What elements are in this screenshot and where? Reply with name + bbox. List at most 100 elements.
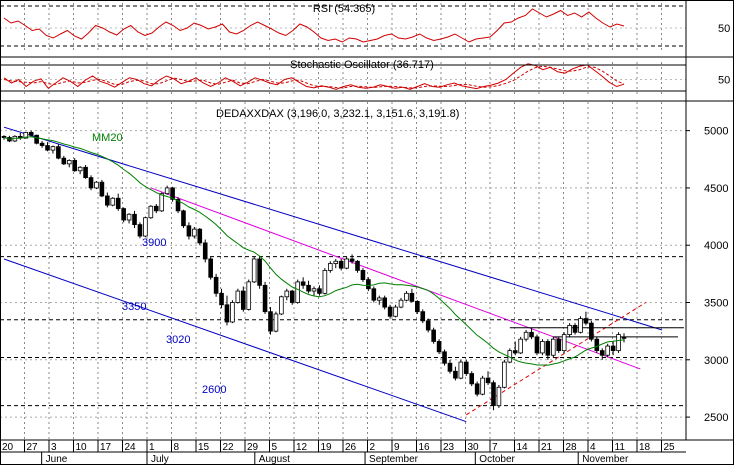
stochastic-tick-label: 50 [718,75,730,87]
y-tick-label: 3500 [704,298,728,310]
x-day-label: 4 [590,442,596,453]
candle-body [567,325,572,335]
x-day-label: 1 [149,442,155,453]
candle-body [34,134,39,144]
x-month-label: August [259,454,290,465]
candle [110,197,116,207]
candle-body [338,260,344,269]
candle-body [279,296,284,315]
x-day-label: 22 [223,442,235,453]
candle [115,193,121,211]
candle-body [382,297,388,308]
x-day-label: 10 [76,442,88,453]
candle-body [23,131,29,139]
candle [61,155,67,166]
x-month-label: November [582,454,629,465]
candle-body [425,320,431,331]
candle [458,359,464,380]
candle-body [349,258,355,262]
candle-body [230,302,235,323]
x-day-label: 11 [615,442,626,453]
candle-body [322,270,328,294]
candle [415,300,420,314]
candle-body [262,284,268,313]
candle-body [545,341,551,356]
candle-body [240,290,246,310]
x-day-label: 2 [370,442,376,453]
candle [88,175,94,191]
candle [534,334,540,356]
candle-body [126,213,132,221]
candle-body [251,258,257,283]
candle-body [61,157,67,165]
candle [512,341,518,356]
candle [219,288,224,309]
candle [425,318,431,333]
candle [436,339,442,355]
x-day-label: 9 [394,442,400,453]
candle-body [512,350,518,354]
candle [474,381,480,397]
candle-body [393,306,398,317]
y-tick-label: 4000 [704,240,728,252]
rsi-tick-label: 50 [718,23,730,35]
candle [371,286,377,303]
candle [251,256,257,284]
candle-body [333,260,339,264]
candle-body [273,313,279,332]
candle [382,295,388,310]
candle-body [257,258,262,286]
candle-body [409,292,415,302]
candle-body [366,279,371,290]
candle-body [219,292,224,306]
candle [545,339,551,360]
x-day-label: 24 [125,442,137,453]
oscillator-signal-line [3,65,625,89]
candle-body [159,193,165,212]
candle-body [599,350,605,356]
level-label-3020: 3020 [166,334,190,346]
candle [50,145,56,154]
x-month-label: September [369,454,419,465]
candle-body [371,288,377,301]
candle [491,380,496,411]
candle-body [110,197,116,206]
candle-body [246,281,252,310]
candle-body [398,299,404,308]
candle-body [344,258,349,269]
candle-body [502,361,507,388]
candle [366,277,371,292]
candle [442,349,447,366]
candle-body [284,290,290,298]
candle-body [436,341,442,353]
candle-body [181,210,186,227]
candle-body [224,304,230,323]
candle [202,239,208,263]
candle-body [491,382,496,407]
candle [605,343,610,358]
candle-body [235,290,241,303]
candle [409,288,415,303]
candle [148,205,154,219]
candle [485,371,491,386]
x-day-label: 27 [27,442,39,453]
candle-body [589,322,594,340]
candle [621,333,627,343]
candle-body [56,146,61,159]
candle-body [550,338,556,356]
oscillator-line [3,8,625,43]
channel-upper-line [3,126,663,331]
candle [447,359,453,374]
candle [529,327,534,340]
candle [507,348,513,364]
candle [99,179,105,198]
candle-body [295,281,300,303]
candle-body [202,242,208,260]
candle-body [83,166,88,179]
candle-body [578,318,583,333]
candle-body [376,297,382,301]
candle-body [268,311,273,332]
candle [393,304,398,318]
